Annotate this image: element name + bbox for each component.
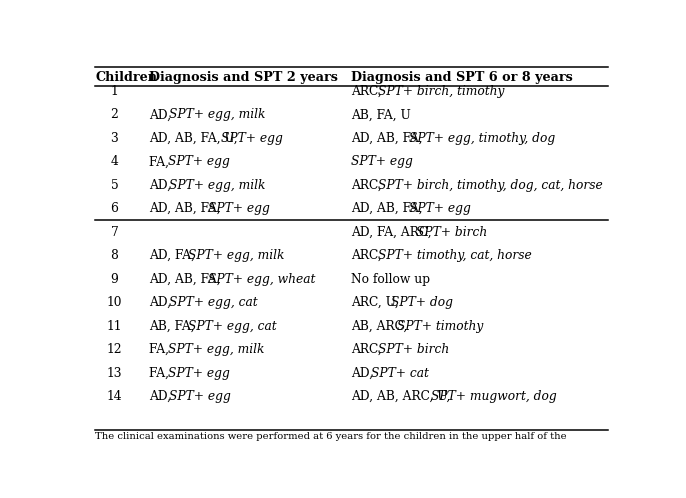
Text: SPT+ mugwort, dog: SPT+ mugwort, dog: [431, 390, 556, 403]
Text: SPT+ birch, timothy: SPT+ birch, timothy: [377, 85, 504, 98]
Text: 10: 10: [107, 296, 122, 309]
Text: SPT+ egg, cat: SPT+ egg, cat: [169, 296, 258, 309]
Text: AD, FA, ARC,: AD, FA, ARC,: [351, 226, 436, 239]
Text: SPT+ timothy, cat, horse: SPT+ timothy, cat, horse: [377, 249, 532, 262]
Text: 8: 8: [110, 249, 119, 262]
Text: AB, FA, U: AB, FA, U: [351, 108, 411, 122]
Text: ARC, U,: ARC, U,: [351, 296, 403, 309]
Text: 3: 3: [110, 132, 118, 145]
Text: SPT+ egg: SPT+ egg: [221, 132, 283, 145]
Text: No follow up: No follow up: [351, 273, 430, 286]
Text: 7: 7: [110, 226, 118, 239]
Text: 11: 11: [107, 320, 122, 333]
Text: AD,: AD,: [150, 390, 176, 403]
Text: 2: 2: [110, 108, 119, 122]
Text: SPT+ egg, timothy, dog: SPT+ egg, timothy, dog: [410, 132, 556, 145]
Text: AD, AB, FA,: AD, AB, FA,: [351, 132, 426, 145]
Text: SPT+ cat: SPT+ cat: [371, 367, 429, 379]
Text: AD, AB, FA,: AD, AB, FA,: [351, 202, 426, 215]
Text: SPT+ birch: SPT+ birch: [377, 343, 449, 356]
Text: SPT+ birch, timothy, dog, cat, horse: SPT+ birch, timothy, dog, cat, horse: [377, 179, 602, 192]
Text: ARC,: ARC,: [351, 249, 386, 262]
Text: AD,: AD,: [150, 108, 176, 122]
Text: 1: 1: [110, 85, 118, 98]
Text: 4: 4: [110, 155, 119, 168]
Text: SPT+ egg, cat: SPT+ egg, cat: [188, 320, 276, 333]
Text: SPT+ dog: SPT+ dog: [391, 296, 453, 309]
Text: SPT+ egg, milk: SPT+ egg, milk: [168, 343, 264, 356]
Text: AD, AB, FA, U,: AD, AB, FA, U,: [150, 132, 241, 145]
Text: AD, AB, FA,: AD, AB, FA,: [150, 273, 225, 286]
Text: SPT+ egg: SPT+ egg: [410, 202, 471, 215]
Text: Diagnosis and SPT 6 or 8 years: Diagnosis and SPT 6 or 8 years: [351, 71, 573, 84]
Text: 6: 6: [110, 202, 119, 215]
Text: AD,: AD,: [351, 367, 377, 379]
Text: SPT+ egg, milk: SPT+ egg, milk: [169, 179, 265, 192]
Text: SPT+ egg, milk: SPT+ egg, milk: [169, 108, 265, 122]
Text: FA,: FA,: [150, 367, 173, 379]
Text: SPT+ egg: SPT+ egg: [169, 390, 231, 403]
Text: SPT+ egg: SPT+ egg: [208, 202, 270, 215]
Text: AD,: AD,: [150, 179, 176, 192]
Text: AD, FA,: AD, FA,: [150, 249, 199, 262]
Text: FA,: FA,: [150, 343, 173, 356]
Text: 5: 5: [110, 179, 118, 192]
Text: 12: 12: [106, 343, 122, 356]
Text: SPT+ egg: SPT+ egg: [168, 155, 230, 168]
Text: 9: 9: [110, 273, 119, 286]
Text: AD, AB, ARC, U,: AD, AB, ARC, U,: [351, 390, 454, 403]
Text: ARC,: ARC,: [351, 343, 386, 356]
Text: AB, FA,: AB, FA,: [150, 320, 199, 333]
Text: SPT+ egg, milk: SPT+ egg, milk: [188, 249, 284, 262]
Text: AD, AB, FA,: AD, AB, FA,: [150, 202, 225, 215]
Text: AB, ARC,: AB, ARC,: [351, 320, 411, 333]
Text: AD,: AD,: [150, 296, 176, 309]
Text: SPT+ timothy: SPT+ timothy: [397, 320, 484, 333]
Text: ARC,: ARC,: [351, 179, 386, 192]
Text: SPT+ egg: SPT+ egg: [168, 367, 230, 379]
Text: Children: Children: [95, 71, 157, 84]
Text: Diagnosis and SPT 2 years: Diagnosis and SPT 2 years: [150, 71, 338, 84]
Text: 14: 14: [106, 390, 122, 403]
Text: SPT+ egg, wheat: SPT+ egg, wheat: [208, 273, 315, 286]
Text: The clinical examinations were performed at 6 years for the children in the uppe: The clinical examinations were performed…: [95, 432, 567, 441]
Text: 13: 13: [107, 367, 122, 379]
Text: FA,: FA,: [150, 155, 173, 168]
Text: SPT+ egg: SPT+ egg: [351, 155, 413, 168]
Text: ARC,: ARC,: [351, 85, 386, 98]
Text: SPT+ birch: SPT+ birch: [416, 226, 488, 239]
